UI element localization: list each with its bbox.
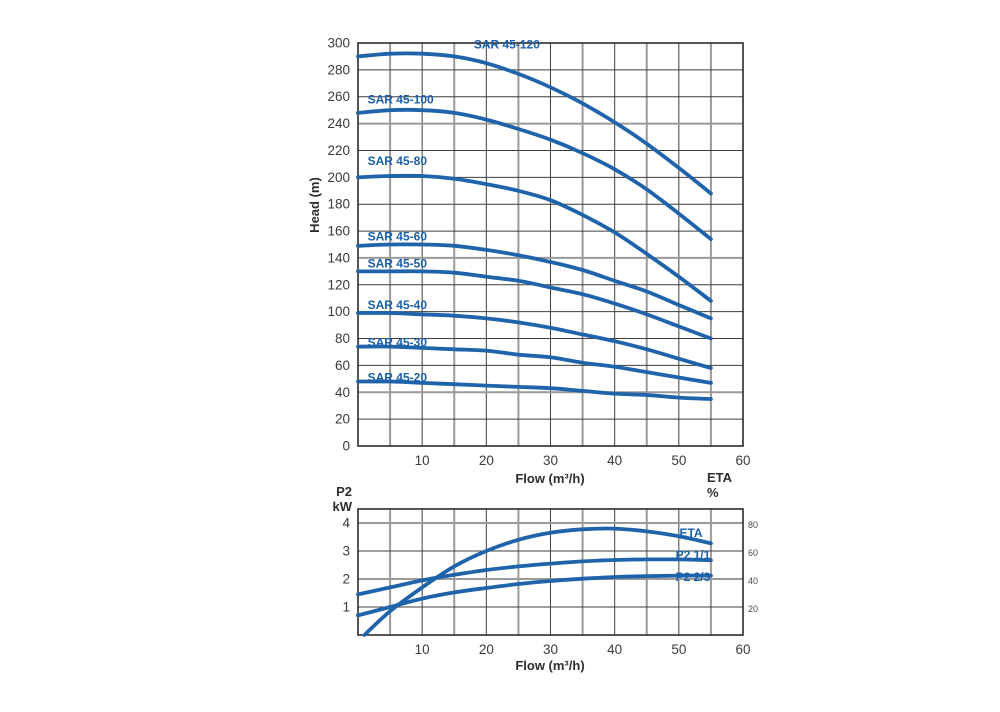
eta-axis-title-line1: ETA [707,470,733,485]
eta-axis-title-line2: % [707,485,719,500]
curve-eta [362,526,713,637]
y-tick-label-180: 180 [327,197,350,212]
curve-sar-45-50 [356,269,713,341]
y-tick-label-60: 60 [335,358,350,373]
x-tick-label-10: 10 [415,642,430,657]
curve-sar-45-30 [356,344,713,385]
p2-axis-title-line2: kW [332,499,353,514]
p2-axis-title: P2 kW [314,484,353,514]
y-tick-label-260: 260 [327,89,350,104]
y-tick-label-1: 1 [342,600,350,615]
x-tick-label-60: 60 [735,642,750,657]
y-tick-label-100: 100 [327,304,350,319]
y-tick-label-0: 0 [342,439,350,454]
curve-sar-45-80 [356,173,713,303]
head-axis-title: Head (m) [307,177,322,233]
y-tick-label-200: 200 [327,170,350,185]
x-tick-label-50: 50 [671,642,686,657]
plot-frame [357,508,744,636]
x-tick-label-30: 30 [543,642,558,657]
x-tick-label-40: 40 [607,453,622,468]
eta-tick-label-80: 80 [748,520,758,530]
series-label-sar-45-20: SAR 45-20 [368,370,428,384]
x-tick-label-10: 10 [415,453,430,468]
y-tick-label-20: 20 [335,412,350,427]
series-label-p2-1-1: P2 1/1 [676,548,711,562]
flow-axis-title-top: Flow (m³/h) [515,471,585,486]
eta-tick-label-20: 20 [748,604,758,614]
x-tick-label-20: 20 [479,453,494,468]
eta-axis-title: ETA % [707,470,747,500]
series-label-sar-45-120: SAR 45-120 [474,37,540,51]
y-tick-label-300: 300 [327,36,350,51]
y-tick-label-4: 4 [342,516,350,531]
series-label-sar-45-50: SAR 45-50 [368,256,428,270]
y-tick-label-160: 160 [327,224,350,239]
series-label-eta: ETA [679,526,702,540]
y-tick-label-40: 40 [335,385,350,400]
y-tick-label-120: 120 [327,277,350,292]
curve-p2-1-1 [356,557,713,597]
y-tick-label-220: 220 [327,143,350,158]
series-label-p2-2-3: P2 2/3 [676,570,711,584]
x-tick-label-20: 20 [479,642,494,657]
curve-p2-2-3 [356,573,713,618]
y-tick-label-3: 3 [342,544,350,559]
series-label-sar-45-80: SAR 45-80 [368,154,428,168]
y-tick-label-2: 2 [342,572,350,587]
curve-sar-45-100 [356,107,713,241]
y-tick-label-140: 140 [327,250,350,265]
x-tick-label-50: 50 [671,453,686,468]
x-tick-label-40: 40 [607,642,622,657]
curve-sar-45-40 [356,311,713,370]
series-label-sar-45-60: SAR 45-60 [368,229,428,243]
series-label-sar-45-30: SAR 45-30 [368,336,428,350]
x-tick-label-60: 60 [735,453,750,468]
curve-sar-45-60 [356,242,713,321]
y-tick-label-280: 280 [327,62,350,77]
eta-tick-label-40: 40 [748,576,758,586]
series-label-sar-45-40: SAR 45-40 [368,298,428,312]
p2-axis-title-line1: P2 [336,484,352,499]
curve-sar-45-120 [356,51,713,196]
x-tick-label-30: 30 [543,453,558,468]
eta-tick-label-60: 60 [748,548,758,558]
y-tick-label-80: 80 [335,331,350,346]
curve-sar-45-20 [356,379,713,401]
flow-axis-title-bottom: Flow (m³/h) [515,658,585,673]
y-tick-label-240: 240 [327,116,350,131]
series-label-sar-45-100: SAR 45-100 [368,92,434,106]
